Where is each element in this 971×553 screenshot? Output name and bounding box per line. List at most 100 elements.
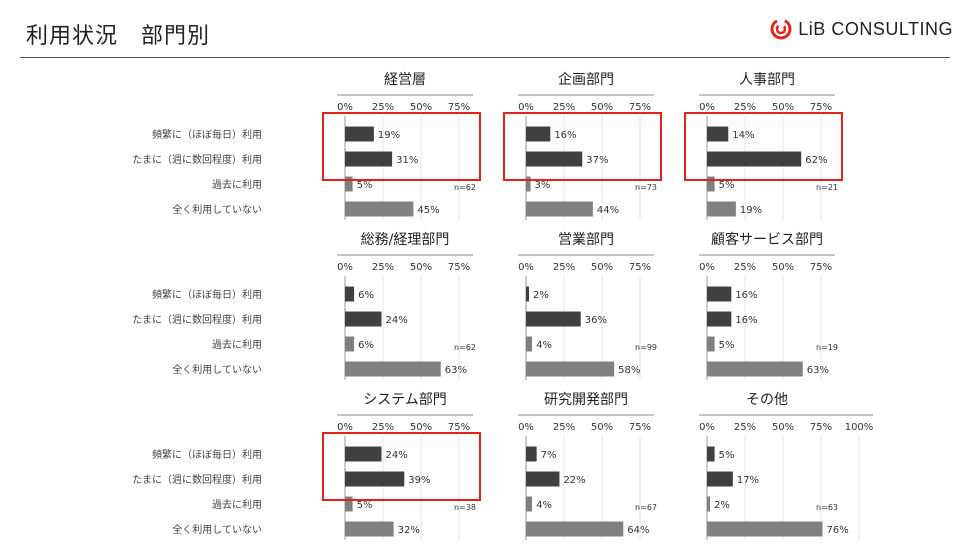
highlight-box bbox=[503, 112, 662, 181]
data-label: 4% bbox=[536, 340, 552, 351]
sample-size-label: n=19 bbox=[816, 343, 838, 352]
bar bbox=[526, 446, 537, 462]
data-label: 39% bbox=[408, 475, 430, 486]
category-label: 過去に利用 bbox=[212, 499, 262, 511]
data-label: 14% bbox=[732, 130, 754, 141]
data-label: 5% bbox=[719, 340, 735, 351]
chart-title: システム部門 bbox=[363, 392, 447, 408]
bar bbox=[707, 446, 715, 462]
bar bbox=[345, 201, 414, 217]
x-tick-label: 25% bbox=[734, 102, 756, 113]
x-tick-label: 25% bbox=[553, 102, 575, 113]
bar bbox=[707, 311, 732, 327]
sample-size-label: n=62 bbox=[454, 183, 476, 192]
x-tick-label: 75% bbox=[448, 102, 470, 113]
data-label: 24% bbox=[385, 450, 407, 461]
x-tick-label: 50% bbox=[410, 102, 432, 113]
chart-title: 経営層 bbox=[384, 72, 426, 88]
bar bbox=[526, 151, 583, 167]
bar bbox=[345, 336, 355, 352]
data-label: 58% bbox=[618, 365, 640, 376]
x-tick-label: 50% bbox=[591, 422, 613, 433]
category-label: 全く利用していない bbox=[172, 523, 262, 536]
category-label: 過去に利用 bbox=[212, 179, 262, 191]
chart-9: その他 0% 25% 50% 75% 100% 5% 17% 2% 76% n=63 bbox=[699, 392, 873, 540]
x-tick-label: 25% bbox=[734, 422, 756, 433]
sample-size-label: n=21 bbox=[816, 183, 838, 192]
bar bbox=[345, 471, 405, 487]
x-tick-label: 0% bbox=[518, 262, 534, 273]
chart-title: その他 bbox=[746, 392, 788, 408]
x-tick-label: 75% bbox=[810, 102, 832, 113]
data-label: 64% bbox=[627, 525, 649, 536]
x-tick-label: 75% bbox=[448, 262, 470, 273]
sample-size-label: n=67 bbox=[635, 503, 657, 512]
x-tick-label: 75% bbox=[810, 422, 832, 433]
category-label: 全く利用していない bbox=[172, 363, 262, 376]
bar bbox=[526, 336, 533, 352]
bar bbox=[526, 496, 533, 512]
bar bbox=[345, 311, 382, 327]
bar bbox=[707, 201, 736, 217]
category-label: たまに（週に数回程度）利用 bbox=[132, 153, 262, 166]
data-label: 45% bbox=[417, 205, 439, 216]
page-title: 利用状況 部門別 bbox=[26, 24, 211, 49]
x-tick-label: 0% bbox=[337, 422, 353, 433]
x-tick-label: 25% bbox=[734, 262, 756, 273]
sample-size-label: n=73 bbox=[635, 183, 657, 192]
x-tick-label: 25% bbox=[372, 102, 394, 113]
x-tick-label: 50% bbox=[772, 422, 794, 433]
data-label: 63% bbox=[807, 365, 829, 376]
x-tick-label: 100% bbox=[845, 422, 874, 433]
company-logo: LiB CONSULTING bbox=[770, 18, 953, 40]
bar bbox=[526, 311, 581, 327]
x-tick-label: 75% bbox=[629, 102, 651, 113]
bar bbox=[526, 201, 593, 217]
x-tick-label: 75% bbox=[629, 262, 651, 273]
data-label: 5% bbox=[719, 450, 735, 461]
category-label: 頻繁に（ほぼ毎日）利用 bbox=[152, 128, 262, 141]
bar bbox=[345, 496, 353, 512]
bar bbox=[345, 126, 374, 142]
data-label: 3% bbox=[535, 180, 551, 191]
x-tick-label: 75% bbox=[629, 422, 651, 433]
bar bbox=[526, 521, 624, 537]
bar bbox=[526, 176, 531, 192]
logo-swirl-icon bbox=[770, 18, 792, 40]
chart-7: システム部門 0% 25% 50% 75% 24% 39% 5% 32% n=38 bbox=[322, 392, 481, 540]
x-tick-label: 25% bbox=[553, 262, 575, 273]
bar bbox=[345, 176, 353, 192]
data-label: 63% bbox=[445, 365, 467, 376]
category-label: 頻繁に（ほぼ毎日）利用 bbox=[152, 448, 262, 461]
data-label: 36% bbox=[585, 315, 607, 326]
chart-5: 営業部門 0% 25% 50% 75% 2% 36% 4% 58% n=99 bbox=[518, 232, 657, 380]
chart-2: 企画部門 0% 25% 50% 75% 16% 37% 3% 44% n=73 bbox=[503, 71, 662, 220]
x-tick-label: 25% bbox=[372, 422, 394, 433]
data-label: 2% bbox=[714, 500, 730, 511]
chart-title: 企画部門 bbox=[558, 71, 614, 88]
bar bbox=[345, 286, 355, 302]
data-label: 6% bbox=[358, 340, 374, 351]
chart-title: 顧客サービス部門 bbox=[711, 231, 823, 248]
highlight-box bbox=[322, 432, 481, 501]
chart-3: 人事部門 0% 25% 50% 75% 14% 62% 5% 19% n=21 bbox=[684, 72, 843, 220]
data-label: 22% bbox=[563, 475, 585, 486]
x-tick-label: 50% bbox=[772, 102, 794, 113]
x-tick-label: 75% bbox=[448, 422, 470, 433]
sample-size-label: n=38 bbox=[454, 503, 476, 512]
x-tick-label: 0% bbox=[518, 422, 534, 433]
bar bbox=[707, 151, 802, 167]
bar bbox=[707, 361, 803, 377]
bar bbox=[526, 126, 551, 142]
bar bbox=[707, 336, 715, 352]
data-label: 16% bbox=[554, 130, 576, 141]
data-label: 44% bbox=[597, 205, 619, 216]
data-label: 24% bbox=[385, 315, 407, 326]
bar bbox=[345, 361, 441, 377]
logo-text: LiB CONSULTING bbox=[798, 18, 953, 39]
data-label: 2% bbox=[533, 290, 549, 301]
chart-6: 顧客サービス部門 0% 25% 50% 75% 16% 16% 5% 63% n=19 bbox=[699, 231, 838, 380]
